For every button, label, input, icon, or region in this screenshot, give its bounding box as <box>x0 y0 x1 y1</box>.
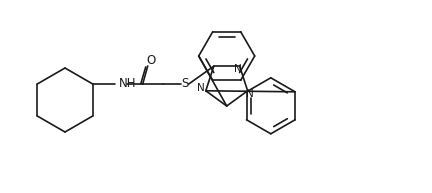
Text: N: N <box>246 89 254 99</box>
Text: N: N <box>197 83 205 93</box>
Text: O: O <box>146 54 156 68</box>
Text: NH: NH <box>119 78 136 91</box>
Text: S: S <box>181 78 188 91</box>
Text: N: N <box>234 64 241 74</box>
